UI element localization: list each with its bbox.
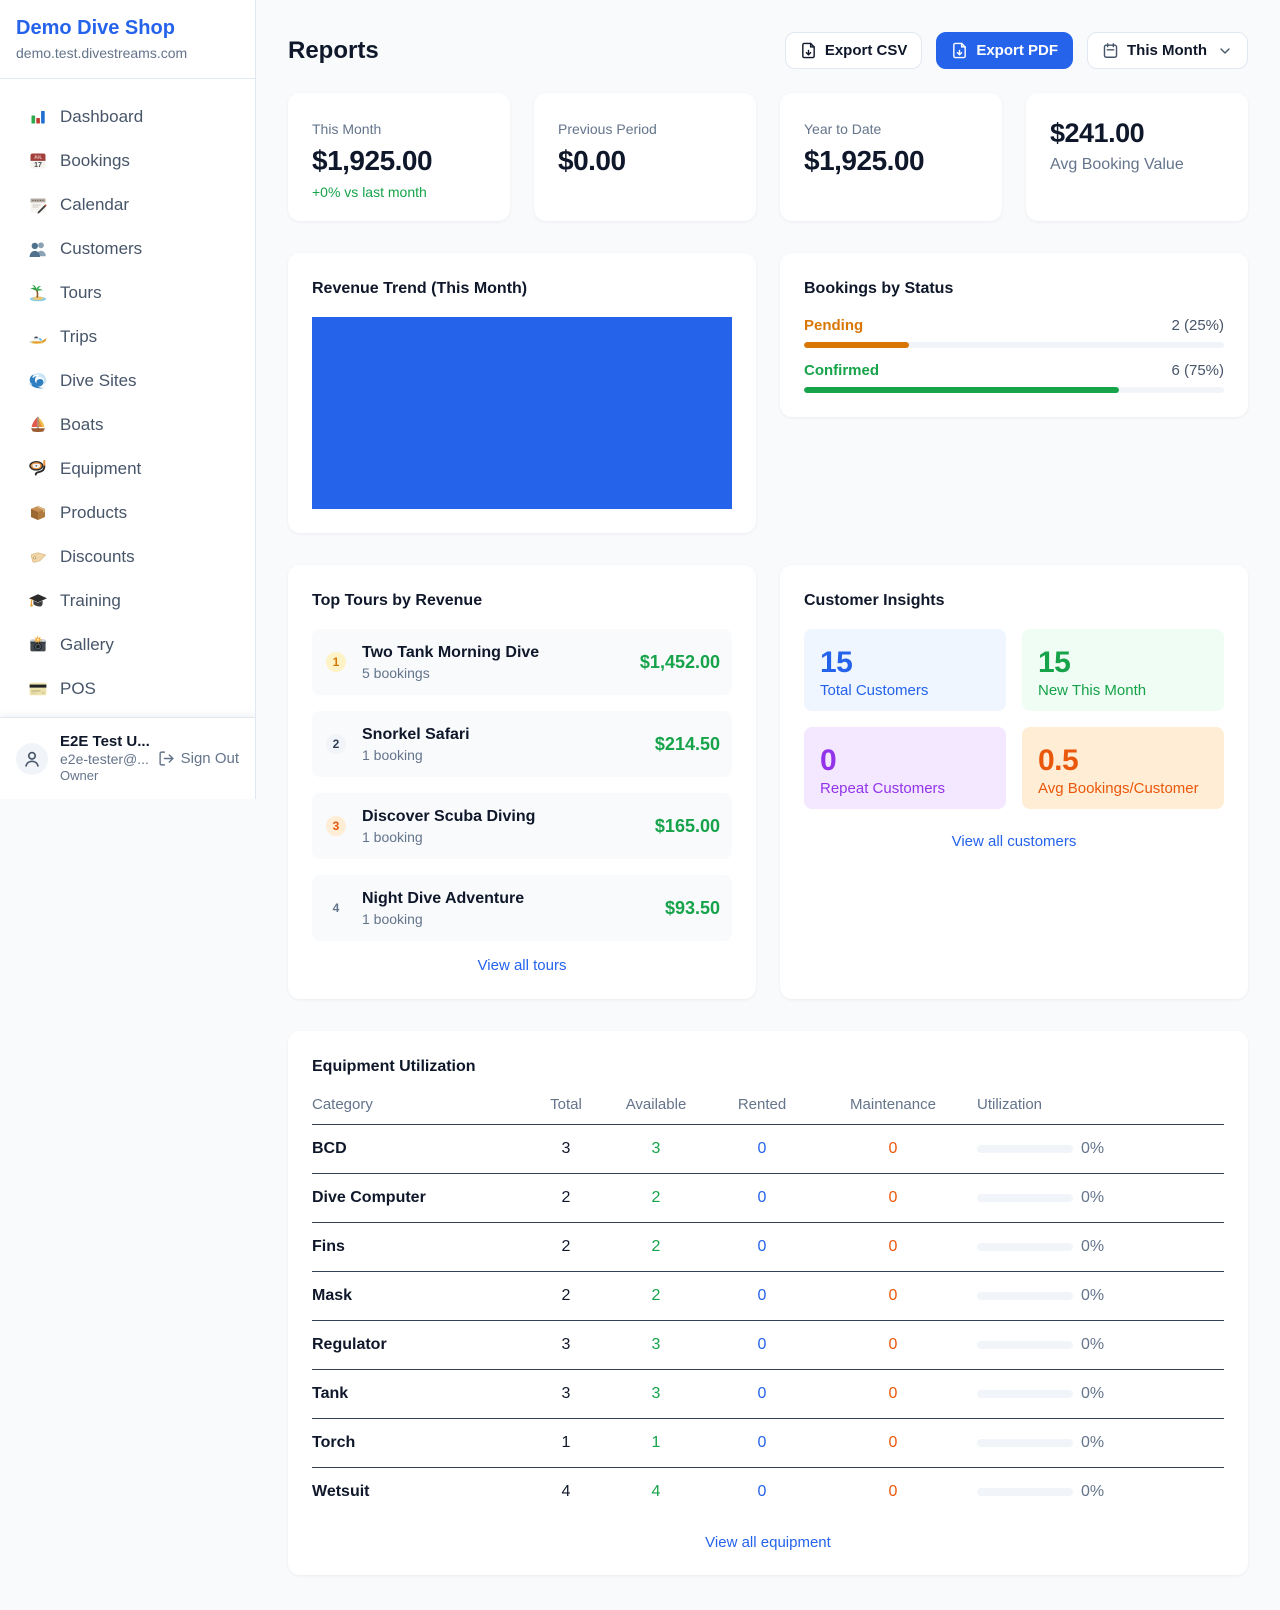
svg-text:17: 17 xyxy=(34,162,42,169)
svg-text:JUL: JUL xyxy=(34,154,43,159)
